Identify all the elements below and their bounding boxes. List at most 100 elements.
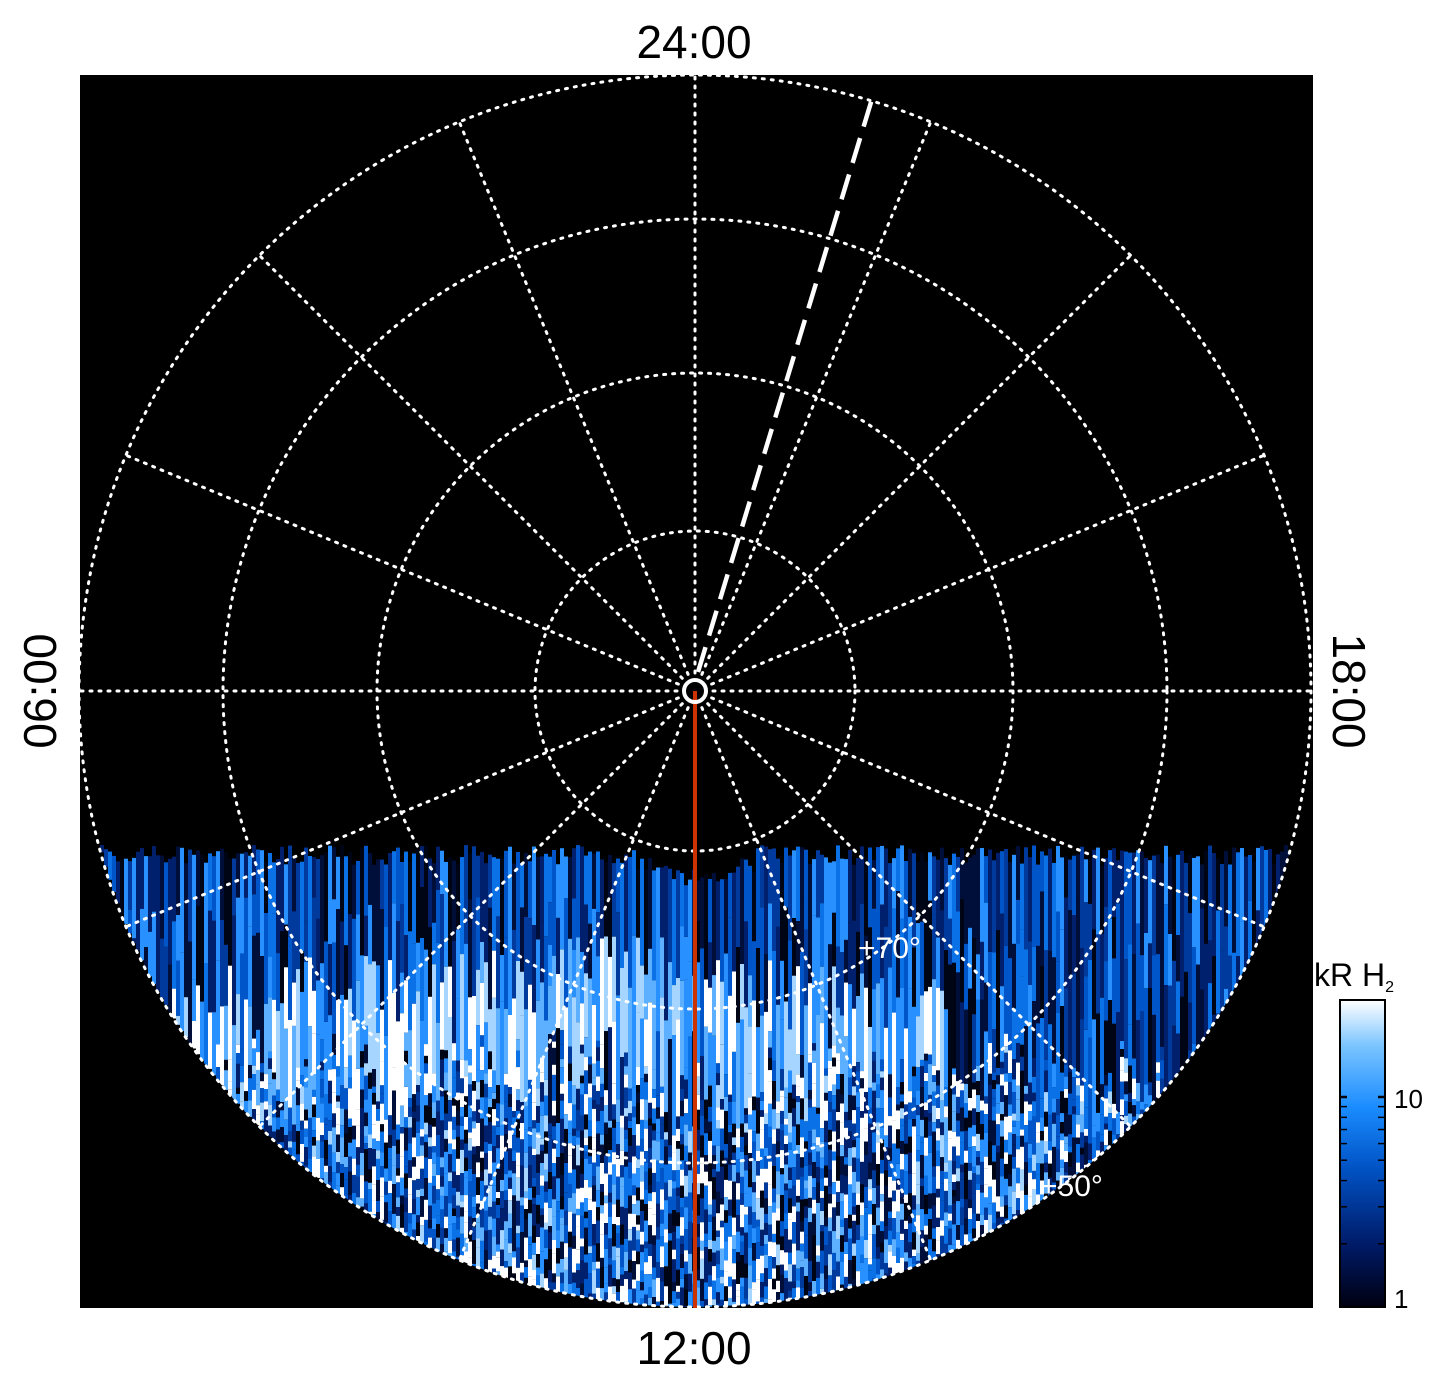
emission-pixel: [828, 1068, 832, 1091]
emission-pixel: [740, 1277, 744, 1287]
emission-pixel: [784, 907, 788, 1002]
emission-pixel: [164, 862, 168, 947]
emission-pixel: [716, 960, 720, 1064]
emission-pixel: [792, 975, 796, 1085]
emission-pixel: [320, 1141, 324, 1150]
emission-pixel: [1060, 1140, 1064, 1160]
emission-pixel: [740, 964, 744, 1020]
emission-pixel: [948, 1130, 952, 1139]
emission-pixel: [1084, 976, 1088, 1030]
emission-pixel: [596, 851, 600, 913]
emission-pixel: [988, 1186, 992, 1204]
emission-pixel: [960, 899, 964, 1003]
emission-pixel: [1012, 1144, 1016, 1157]
emission-pixel: [988, 1084, 992, 1100]
emission-pixel: [428, 1093, 432, 1108]
latitude-label-70: +70°: [858, 932, 921, 965]
local-time-meridian: [706, 702, 1133, 1129]
emission-pixel: [600, 1097, 604, 1111]
emission-pixel: [716, 1145, 720, 1163]
emission-pixel: [456, 1191, 460, 1206]
emission-pixel: [820, 1178, 824, 1191]
emission-pixel: [972, 1108, 976, 1125]
emission-pixel: [460, 1126, 464, 1140]
emission-pixel: [256, 1052, 260, 1070]
emission-pixel: [1120, 1121, 1124, 1139]
emission-pixel: [588, 1056, 592, 1065]
emission-pixel: [588, 1064, 592, 1084]
emission-pixel: [464, 1046, 468, 1061]
emission-pixel: [828, 1169, 832, 1187]
emission-pixel: [340, 1156, 344, 1165]
emission-pixel: [440, 850, 444, 895]
emission-pixel: [660, 1236, 664, 1247]
emission-pixel: [628, 1145, 632, 1163]
emission-pixel: [1160, 943, 1164, 1047]
emission-pixel: [508, 1188, 512, 1201]
emission-pixel: [580, 1283, 584, 1297]
emission-pixel: [1004, 1116, 1008, 1130]
emission-pixel: [400, 1156, 404, 1178]
emission-pixel: [652, 1159, 656, 1173]
emission-pixel: [864, 1113, 868, 1129]
emission-pixel: [336, 1095, 340, 1102]
emission-pixel: [264, 1101, 268, 1110]
emission-pixel: [760, 1129, 764, 1149]
emission-pixel: [1072, 1068, 1076, 1078]
emission-pixel: [292, 1124, 296, 1142]
emission-pixel: [1060, 1113, 1064, 1122]
emission-pixel: [780, 1293, 784, 1304]
emission-pixel: [784, 1097, 788, 1119]
emission-pixel: [208, 1012, 212, 1069]
emission-pixel: [252, 1048, 256, 1066]
emission-pixel: [536, 1237, 540, 1254]
local-time-meridian: [710, 696, 1266, 929]
emission-pixel: [820, 1250, 824, 1274]
emission-pixel: [792, 1098, 796, 1109]
emission-pixel: [684, 1289, 688, 1307]
emission-pixel: [304, 1066, 308, 1088]
emission-pixel: [920, 1209, 924, 1231]
emission-pixel: [820, 1191, 824, 1198]
emission-pixel: [920, 1119, 924, 1137]
emission-pixel: [536, 1132, 540, 1155]
emission-pixel: [832, 1286, 836, 1294]
emission-pixel: [380, 1009, 384, 1062]
emission-pixel: [356, 1068, 360, 1089]
emission-pixel: [352, 1192, 356, 1205]
emission-pixel: [520, 1102, 524, 1123]
emission-pixel: [612, 1152, 616, 1165]
emission-pixel: [596, 1207, 600, 1221]
emission-pixel: [396, 847, 400, 922]
emission-pixel: [388, 1135, 392, 1148]
emission-pixel: [596, 956, 600, 1041]
emission-pixel: [500, 1001, 504, 1105]
emission-pixel: [720, 879, 724, 982]
emission-pixel: [480, 1200, 484, 1209]
emission-pixel: [752, 1182, 756, 1193]
emission-pixel: [996, 930, 1000, 985]
emission-pixel: [788, 1239, 792, 1253]
emission-pixel: [484, 1169, 488, 1186]
emission-pixel: [600, 1184, 604, 1192]
emission-pixel: [180, 847, 184, 953]
emission-pixel: [804, 1165, 808, 1181]
emission-pixel: [580, 1053, 584, 1076]
emission-pixel: [844, 1218, 848, 1242]
emission-pixel: [792, 1185, 796, 1207]
emission-pixel: [744, 1298, 748, 1307]
emission-pixel: [528, 1079, 532, 1094]
emission-pixel: [588, 923, 592, 979]
emission-pixel: [1036, 864, 1040, 946]
emission-pixel: [276, 1129, 280, 1143]
emission-pixel: [664, 1211, 668, 1230]
emission-pixel: [508, 1148, 512, 1171]
emission-pixel: [464, 1129, 468, 1144]
emission-pixel: [572, 1135, 576, 1146]
emission-pixel: [868, 927, 872, 1027]
emission-pixel: [972, 1146, 976, 1167]
emission-pixel: [428, 858, 432, 928]
emission-pixel: [1120, 1081, 1124, 1100]
emission-pixel: [492, 1098, 496, 1109]
emission-pixel: [404, 935, 408, 981]
